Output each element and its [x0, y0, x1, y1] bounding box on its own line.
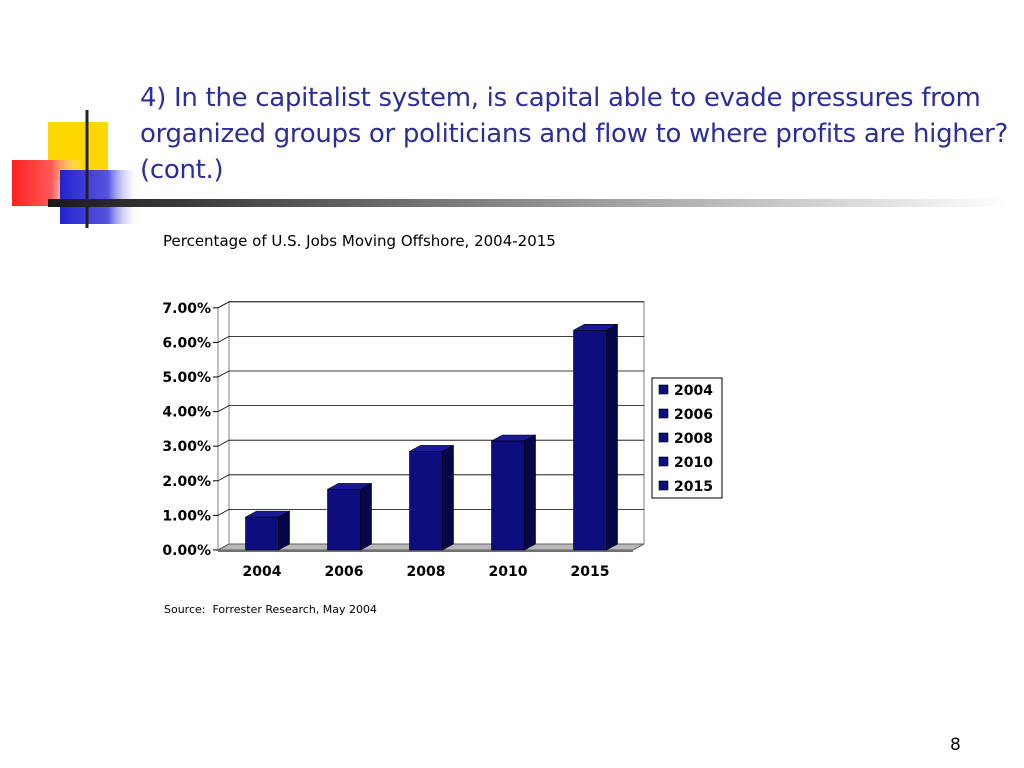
- chart-floor-edge: [218, 550, 633, 552]
- gridline: [217, 301, 644, 309]
- decorative-logo: [12, 110, 140, 228]
- title-divider: [48, 199, 1008, 207]
- source-note: Source: Forrester Research, May 2004: [164, 603, 378, 616]
- legend-label: 2006: [674, 407, 713, 423]
- y-tick-label: 3.00%: [162, 439, 211, 455]
- slide-title: 4) In the capitalist system, is capital …: [140, 83, 1009, 185]
- y-tick-label: 5.00%: [162, 370, 211, 386]
- legend-swatch: [658, 432, 669, 443]
- y-tick-label: 7.00%: [162, 301, 211, 317]
- bar-side: [442, 444, 454, 551]
- gridline: [217, 370, 644, 378]
- bar-2015: [573, 329, 607, 551]
- bar-side: [278, 510, 290, 551]
- x-tick-label: 2006: [325, 564, 364, 580]
- legend-swatch: [658, 384, 669, 395]
- bar-2004: [245, 516, 279, 551]
- bar-2006: [327, 489, 361, 551]
- y-tick-label: 6.00%: [162, 335, 211, 351]
- y-tick-label: 4.00%: [162, 405, 211, 421]
- bar-side: [606, 323, 618, 551]
- legend-label: 2010: [674, 455, 713, 471]
- gridline: [217, 405, 644, 412]
- legend-swatch: [658, 480, 669, 491]
- bar-2008: [409, 451, 443, 551]
- bar-side: [524, 434, 536, 551]
- gridline: [217, 335, 644, 343]
- legend-label: 2015: [674, 479, 713, 495]
- x-tick-label: 2008: [407, 564, 446, 580]
- logo-blue-block: [60, 170, 140, 224]
- legend-swatch: [658, 456, 669, 467]
- x-tick-label: 2010: [489, 564, 528, 580]
- legend-label: 2008: [674, 431, 713, 447]
- legend-label: 2004: [674, 383, 713, 399]
- page-number: 8: [950, 735, 961, 755]
- y-tick-label: 1.00%: [162, 508, 211, 524]
- bar-side: [360, 482, 372, 551]
- x-tick-label: 2015: [571, 564, 610, 580]
- y-tick-label: 0.00%: [162, 543, 211, 559]
- bar-2010: [491, 440, 525, 551]
- chart-title: Percentage of U.S. Jobs Moving Offshore,…: [163, 232, 556, 250]
- legend-swatch: [658, 408, 669, 419]
- y-tick-label: 2.00%: [162, 474, 211, 490]
- x-tick-label: 2004: [243, 564, 282, 580]
